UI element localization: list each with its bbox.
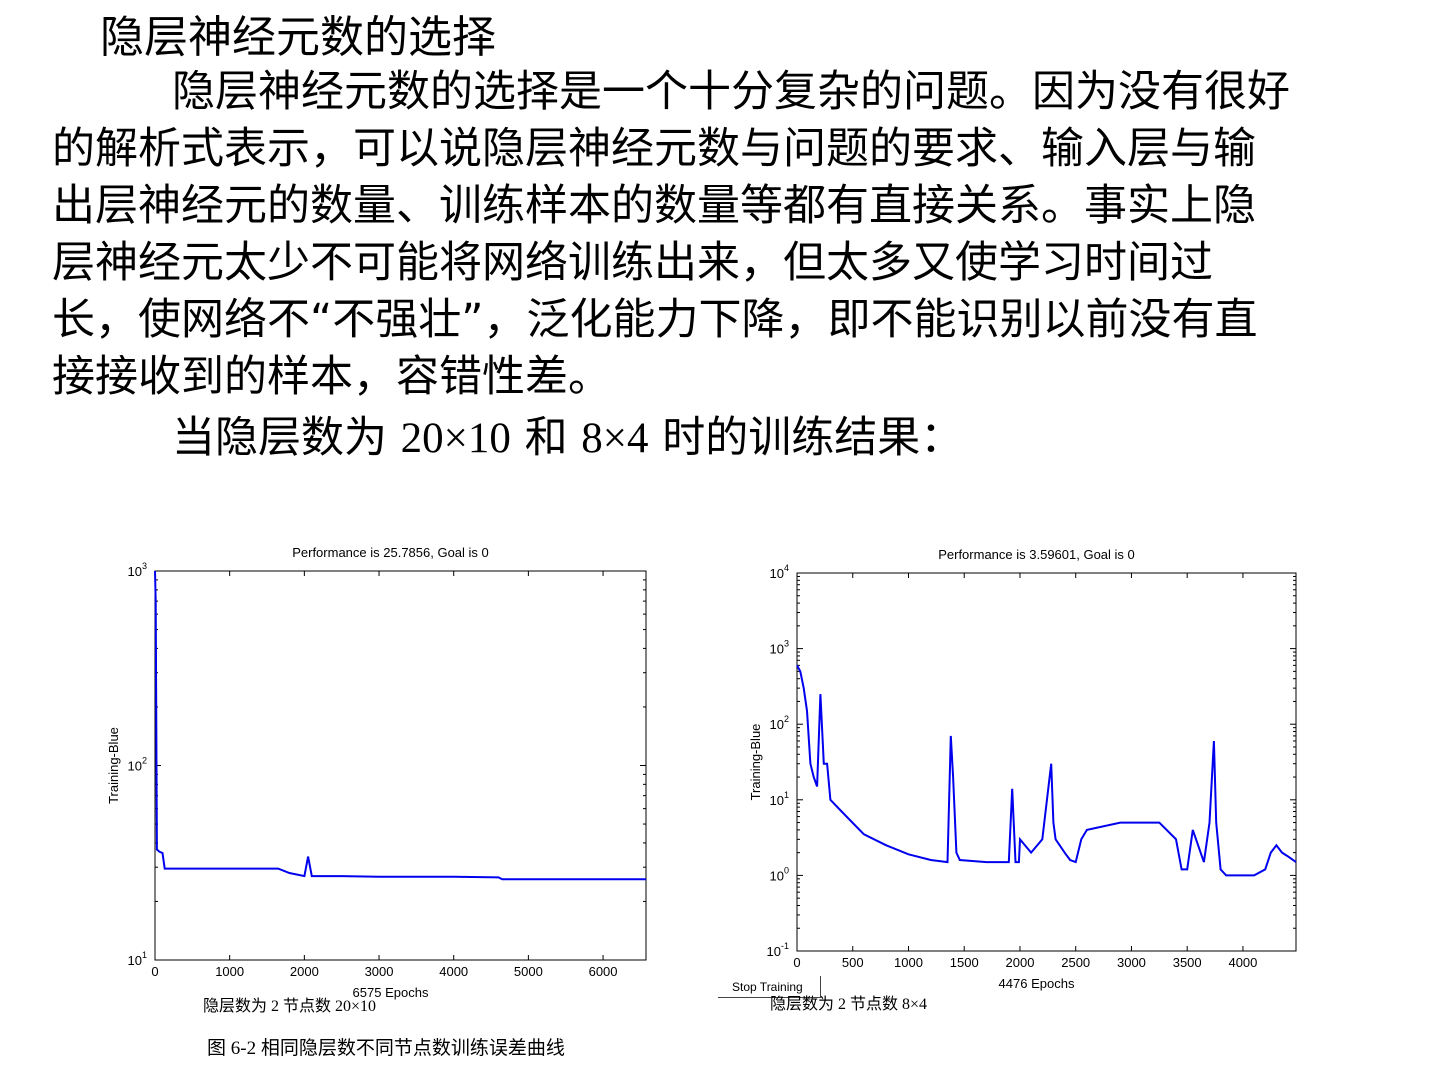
result-intro: 当隐层数为 20×10 和 8×4 时的训练结果： bbox=[172, 408, 963, 469]
y-tick-label: 101 bbox=[128, 950, 147, 968]
training-curve bbox=[154, 570, 646, 881]
chart-title: Performance is 25.7856, Goal is 0 bbox=[292, 545, 489, 560]
plot-frame bbox=[154, 570, 647, 961]
x-tick-label: 5000 bbox=[514, 964, 543, 979]
paragraph-line: 接接收到的样本，容错性差。 bbox=[52, 352, 611, 402]
paragraph-line: 出层神经元的数量、训练样本的数量等都有直接关系。事实上隐 bbox=[52, 181, 1256, 231]
paragraph-line: 层神经元太少不可能将网络训练出来，但太多又使学习时间过 bbox=[52, 238, 1213, 288]
chart-caption-2: 隐层数为 2 节点数 8×4 bbox=[770, 996, 928, 1013]
figure-caption: 图 6-2 相同隐层数不同节点数训练误差曲线 bbox=[207, 1038, 565, 1059]
section-heading: 隐层神经元数的选择 bbox=[100, 12, 496, 63]
x-axis-label: 6575 Epochs bbox=[353, 985, 429, 1000]
stop-training-button[interactable]: Stop Training bbox=[718, 976, 821, 998]
x-tick-label: 3000 bbox=[365, 964, 394, 979]
chart-caption-1: 隐层数为 2 节点数 20×10 bbox=[203, 998, 377, 1015]
x-tick-label: 4000 bbox=[439, 964, 468, 979]
x-tick-label: 1000 bbox=[215, 964, 244, 979]
x-tick-label: 0 bbox=[151, 964, 158, 979]
result-intro-after: 时的训练结果： bbox=[662, 413, 964, 463]
y-axis-label: Training-Blue bbox=[106, 727, 121, 804]
y-tick-label: 102 bbox=[128, 756, 147, 774]
y-tick-label: 103 bbox=[128, 561, 147, 579]
architecture-1: 20×10 bbox=[400, 415, 511, 462]
architecture-2: 8×4 bbox=[581, 415, 649, 462]
result-intro-and: 和 bbox=[524, 413, 568, 463]
result-intro-before: 当隐层数为 bbox=[172, 413, 387, 463]
paragraph-line: 长，使网络不“不强壮”，泛化能力下降，即不能识别以前没有直 bbox=[52, 295, 1258, 345]
x-tick-label: 2000 bbox=[290, 964, 319, 979]
body-paragraph: 隐层神经元数的选择是一个十分复杂的问题。因为没有很好 的解析式表示，可以说隐层神… bbox=[52, 64, 1427, 406]
paragraph-line: 隐层神经元数的选择是一个十分复杂的问题。因为没有很好 bbox=[172, 67, 1290, 117]
paragraph-line: 的解析式表示，可以说隐层神经元数与问题的要求、输入层与输 bbox=[52, 124, 1256, 174]
x-tick-label: 6000 bbox=[589, 964, 618, 979]
